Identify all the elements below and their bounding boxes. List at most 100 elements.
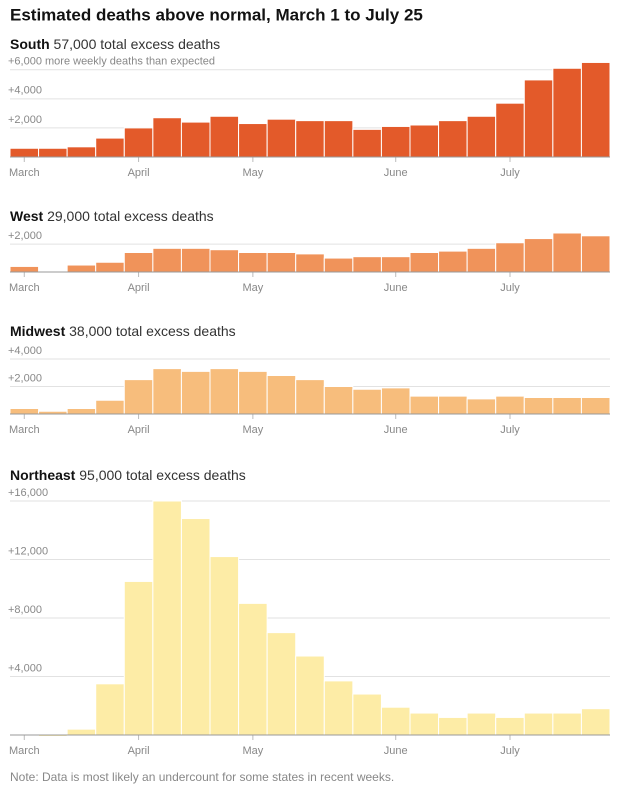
bar: [209, 115, 240, 158]
bar: [352, 388, 382, 415]
x-tick-label: April: [128, 282, 150, 294]
bar: [295, 379, 325, 415]
bar: [95, 683, 125, 736]
bar: [152, 117, 182, 158]
bar: [266, 375, 297, 415]
x-tick-label: March: [9, 282, 40, 294]
y-tick-label: +2,000: [8, 230, 42, 242]
bar: [438, 250, 468, 273]
bar: [266, 252, 297, 273]
bar: [438, 716, 468, 736]
bar: [495, 716, 525, 736]
bar: [95, 261, 125, 273]
bar: [552, 232, 582, 273]
bar: [580, 235, 611, 273]
bar: [180, 121, 211, 158]
y-tick-label: +2,000: [8, 372, 42, 384]
bar: [438, 395, 468, 415]
bar: [66, 728, 97, 736]
x-tick-label: May: [242, 745, 263, 757]
bar: [580, 61, 611, 158]
bar: [152, 247, 182, 273]
y-tick-label: +2,000: [8, 114, 42, 126]
bar: [238, 252, 268, 273]
bar: [409, 712, 440, 736]
bar: [295, 120, 325, 158]
bar: [552, 397, 582, 415]
region-subtitle: 57,000 total excess deaths: [54, 36, 221, 52]
bar: [352, 128, 382, 158]
bar: [523, 79, 554, 158]
y-tick-label: +4,000: [8, 345, 42, 357]
bar: [580, 397, 611, 415]
x-tick-label: May: [242, 424, 263, 436]
bar: [323, 120, 354, 158]
bar: [38, 147, 68, 158]
bar: [323, 257, 354, 273]
region-name: Midwest: [10, 323, 66, 339]
x-tick-label: June: [384, 167, 408, 179]
region-name: South: [10, 36, 50, 52]
x-tick-label: March: [9, 745, 40, 757]
bar: [66, 146, 97, 158]
bar: [9, 265, 40, 273]
bar: [123, 379, 154, 415]
bar: [295, 253, 325, 273]
y-tick-label: +4,000: [8, 662, 42, 674]
bar: [523, 397, 554, 415]
y-tick-label: +12,000: [8, 545, 48, 557]
bar: [323, 386, 354, 415]
region-name: Northeast: [10, 467, 76, 483]
x-tick-label: May: [242, 167, 263, 179]
x-tick-label: July: [500, 282, 520, 294]
bar: [580, 708, 611, 736]
region-subtitle: 29,000 total excess deaths: [47, 208, 214, 224]
bar: [495, 102, 525, 158]
bar: [209, 368, 240, 415]
bar: [495, 242, 525, 273]
bar: [495, 395, 525, 415]
bar: [352, 693, 382, 736]
y-tick-label: +8,000: [8, 604, 42, 616]
bar: [523, 238, 554, 273]
page-title: Estimated deaths above normal, March 1 t…: [10, 5, 423, 24]
x-tick-label: March: [9, 424, 40, 436]
y-tick-label: +16,000: [8, 487, 48, 499]
bar: [209, 556, 240, 736]
bar: [466, 712, 497, 736]
x-tick-label: July: [500, 424, 520, 436]
bar: [409, 252, 440, 273]
panel-header: Northeast 95,000 total excess deaths: [10, 467, 246, 483]
bar: [238, 602, 268, 736]
x-tick-label: July: [500, 745, 520, 757]
bar: [409, 124, 440, 158]
bar: [380, 387, 411, 415]
region-subtitle: 95,000 total excess deaths: [79, 467, 246, 483]
panel-header: West 29,000 total excess deaths: [10, 208, 214, 224]
x-tick-label: April: [128, 167, 150, 179]
bar: [466, 247, 497, 273]
x-tick-label: June: [384, 282, 408, 294]
bar: [266, 632, 297, 736]
x-tick-label: April: [128, 745, 150, 757]
bar: [9, 408, 40, 415]
bar: [295, 655, 325, 736]
bar: [9, 147, 40, 158]
bar: [180, 370, 211, 415]
bar: [66, 264, 97, 273]
x-tick-label: July: [500, 167, 520, 179]
bar: [552, 67, 582, 158]
y-tick-label: +4,000: [8, 85, 42, 97]
region-subtitle: 38,000 total excess deaths: [69, 323, 236, 339]
x-tick-label: June: [384, 424, 408, 436]
bar: [238, 370, 268, 415]
x-tick-label: March: [9, 167, 40, 179]
bar: [352, 256, 382, 273]
x-tick-label: April: [128, 424, 150, 436]
bar: [152, 500, 182, 736]
bar: [95, 137, 125, 158]
bar: [380, 706, 411, 736]
bar: [95, 399, 125, 415]
bar: [123, 580, 154, 736]
